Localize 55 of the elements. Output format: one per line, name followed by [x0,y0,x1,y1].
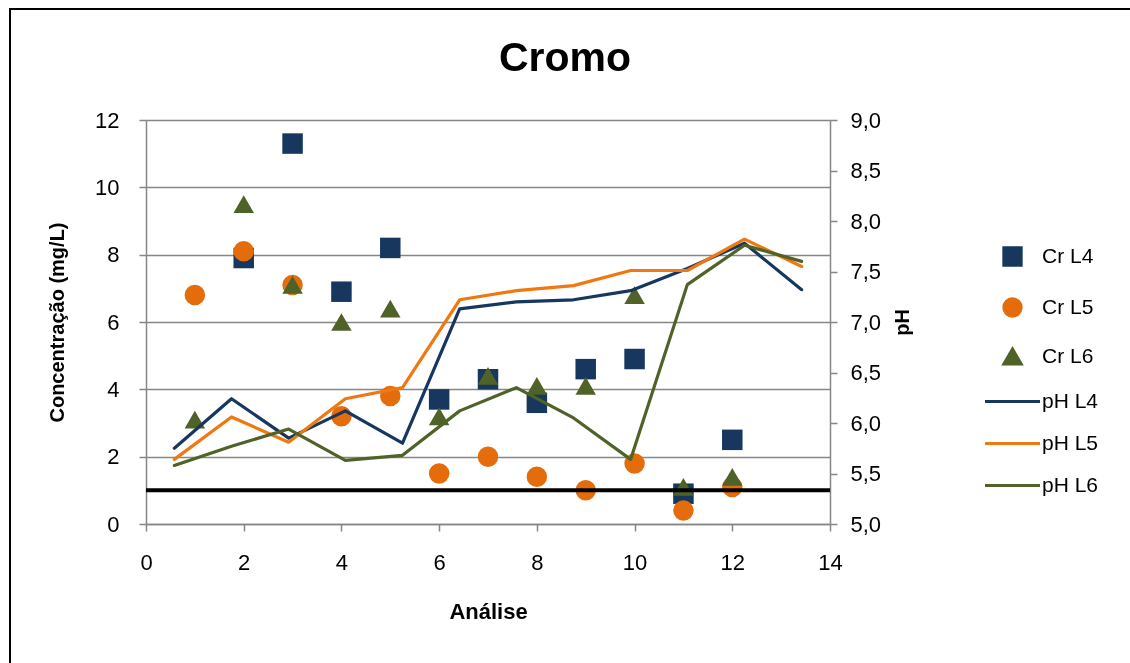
x-axis-title: Análise [449,598,528,624]
point [428,389,450,410]
point [575,358,596,380]
point [624,348,645,370]
y2-tick-label: 8,0 [850,208,882,234]
y-tick-label: 6 [107,309,120,335]
point [575,377,596,395]
point [722,429,743,451]
x-tick-label: 14 [818,549,843,575]
legend-label: Cr L4 [1042,243,1094,267]
point [282,133,303,154]
y2-tick-label: 6,0 [850,410,882,436]
point [184,284,206,306]
legend-label: pH L4 [1042,388,1099,412]
y2-tick-label: 8,5 [850,158,882,183]
legend-label: pH L5 [1042,430,1099,454]
x-tick-label: 12 [720,549,746,575]
point [624,286,645,304]
point [380,299,401,318]
point [477,366,499,385]
y2-tick-label: 6,5 [850,360,882,385]
y-tick-label: 10 [95,174,120,200]
y-tick-label: 4 [107,376,120,402]
y2-tick-label: 5,0 [850,511,882,537]
point [233,241,254,262]
y-axis-title: Concentração (mg/L) [46,222,69,423]
y-tick-label: 2 [107,444,120,470]
point [526,377,548,395]
legend-label: pH L6 [1042,472,1099,496]
x-tick-label: 4 [335,549,349,575]
y2-tick-label: 7,5 [850,259,882,284]
point [331,281,352,302]
x-tick-label: 8 [531,549,544,575]
x-tick-label: 0 [140,549,153,575]
x-tick-label: 6 [433,549,446,575]
point [380,237,401,259]
point [673,500,694,521]
y-tick-label: 8 [107,242,120,268]
legend-label: Cr L6 [1042,343,1094,367]
point [722,467,743,486]
point [233,195,254,214]
y2-tick-label: 9,0 [850,107,882,133]
point [526,466,548,488]
y2-tick-label: 7,0 [850,309,882,335]
y2-tick-label: 5,5 [850,461,882,486]
y-tick-label: 12 [95,107,120,133]
x-tick-label: 10 [622,549,648,575]
point [428,463,450,484]
point [331,313,352,331]
legend-label: Cr L5 [1042,294,1094,318]
point [477,446,499,467]
y-tick-label: 0 [107,511,120,537]
y2-axis-title: pH [891,309,914,336]
chart-title: Cromo [498,34,632,80]
x-tick-label: 2 [238,549,251,575]
